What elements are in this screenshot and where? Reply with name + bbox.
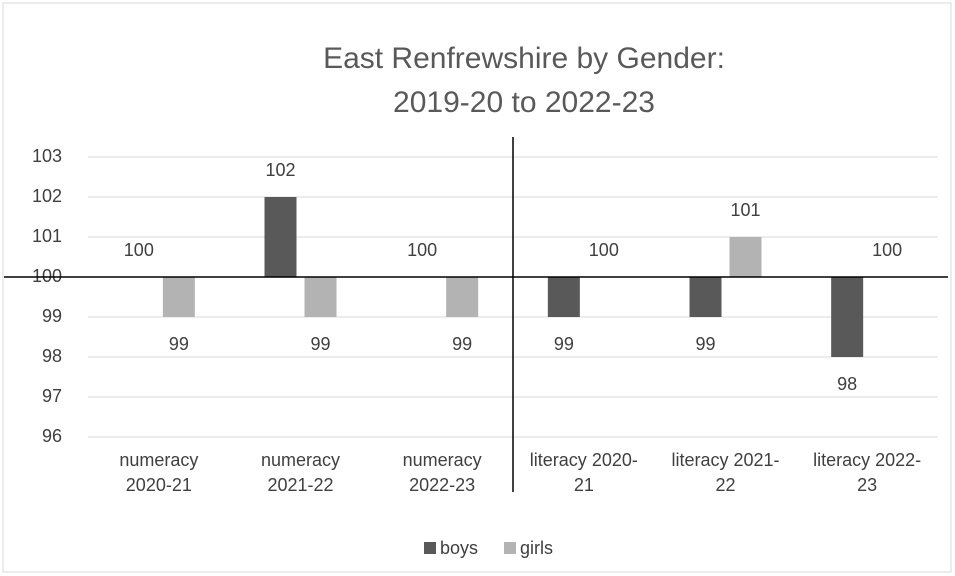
- data-label: 102: [265, 160, 295, 180]
- data-label: 99: [452, 334, 472, 354]
- bar: [689, 277, 722, 317]
- y-tick-label: 99: [42, 306, 62, 326]
- x-tick-label: literacy 2021-22: [671, 450, 780, 495]
- data-label: 100: [872, 240, 902, 260]
- x-tick-label: literacy 2022-23: [813, 450, 922, 495]
- x-tick-label: numeracy 2021-22: [260, 450, 341, 495]
- legend-label: girls: [520, 538, 553, 558]
- bar: [831, 277, 864, 357]
- chart-title: East Renfrewshire by Gender:: [323, 42, 725, 75]
- y-tick-label: 102: [32, 186, 62, 206]
- bar: [446, 277, 479, 317]
- y-tick-label: 100: [32, 266, 62, 286]
- data-label: 100: [589, 240, 619, 260]
- y-tick-label: 103: [32, 146, 62, 166]
- x-tick-label: literacy 2020-21: [529, 450, 638, 495]
- x-tick-label: numeracy 2022-23: [402, 450, 482, 495]
- bar: [729, 237, 762, 277]
- data-label: 101: [730, 200, 760, 220]
- data-label: 99: [169, 334, 189, 354]
- bar: [547, 277, 580, 317]
- bar: [162, 277, 195, 317]
- legend-swatch: [424, 542, 436, 554]
- chart-subtitle: 2019-20 to 2022-23: [393, 86, 655, 119]
- legend-swatch: [504, 542, 516, 554]
- data-label: 98: [837, 374, 857, 394]
- data-label: 99: [310, 334, 330, 354]
- data-label: 100: [124, 240, 154, 260]
- x-tick-label: numeracy 2020-21: [119, 450, 199, 495]
- bar: [304, 277, 337, 317]
- data-label: 99: [554, 334, 574, 354]
- data-label: 100: [407, 240, 437, 260]
- y-tick-label: 98: [42, 346, 62, 366]
- legend-label: boys: [440, 538, 478, 558]
- y-tick-label: 96: [42, 426, 62, 446]
- data-label: 99: [695, 334, 715, 354]
- y-tick-label: 101: [32, 226, 62, 246]
- y-tick-label: 97: [42, 386, 62, 406]
- bar: [264, 197, 297, 277]
